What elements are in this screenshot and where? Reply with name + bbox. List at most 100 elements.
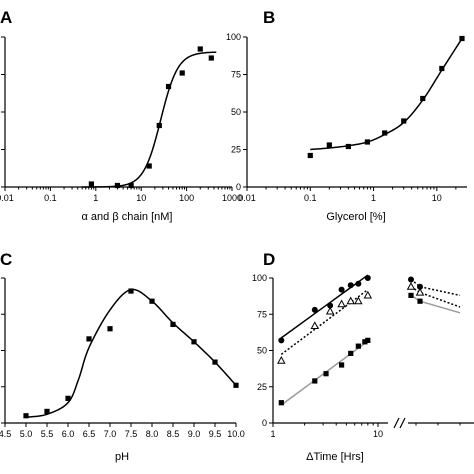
x-tick-label: 1: [270, 429, 275, 439]
data-point-circle: [355, 280, 362, 287]
data-point: [86, 336, 92, 342]
series-line-circle: [280, 274, 369, 339]
data-point-circle: [408, 276, 414, 283]
x-tick-label: 10: [432, 193, 442, 203]
panel-d: D 0 25 50 75 100 1 10 ΔTime [Hrs]: [252, 250, 474, 463]
data-point: [179, 70, 185, 76]
data-point-circle: [311, 306, 318, 313]
data-point-triangle-open: [354, 296, 363, 305]
fit-curve: [82, 51, 217, 188]
data-point-square: [278, 400, 284, 406]
x-tick-label: 9.5: [209, 429, 222, 439]
x-tick-label: 9.0: [188, 429, 201, 439]
y-tick-label: 0: [262, 418, 267, 428]
data-point: [401, 118, 407, 124]
fit-curve: [25, 288, 237, 418]
y-tick-label: 25: [257, 382, 267, 392]
data-point: [439, 65, 445, 72]
data-point: [382, 130, 388, 136]
data-point-circle: [347, 282, 354, 289]
panel-letter-a: A: [0, 8, 12, 27]
x-tick-label: 4.5: [0, 429, 11, 439]
y-tick-label: 50: [231, 107, 241, 117]
x-tick-label: 1000: [222, 193, 242, 203]
x-tick-label: 0.1: [304, 193, 317, 203]
data-point: [197, 46, 203, 52]
data-point: [307, 152, 313, 159]
x-tick-label: 7.0: [104, 429, 117, 439]
y-tick-label: 50: [257, 346, 267, 356]
data-point: [128, 288, 134, 294]
data-point-square: [323, 371, 329, 377]
x-tick-label: 10: [136, 193, 146, 203]
data-point-square: [408, 292, 414, 298]
data-point: [146, 163, 152, 169]
x-tick-label: 5.5: [41, 429, 54, 439]
x-axis-label: ΔTime [Hrs]: [306, 451, 364, 463]
data-point: [233, 382, 239, 388]
data-point-square: [365, 337, 371, 343]
data-point-square: [355, 343, 361, 349]
x-tick-label: 6.0: [62, 429, 75, 439]
data-point: [212, 359, 218, 365]
panel-letter-d: D: [263, 250, 275, 269]
data-point: [459, 35, 465, 42]
data-point: [23, 413, 29, 419]
x-tick-label: 5.0: [20, 429, 33, 439]
data-point-square: [338, 362, 345, 368]
y-tick-label: 0: [236, 182, 241, 192]
x-tick-label: 0.1: [44, 193, 57, 203]
data-point-triangle-open: [310, 321, 320, 329]
data-point: [208, 55, 214, 61]
y-tick-label: 100: [252, 273, 267, 283]
x-axis-label: α and β chain [nM]: [82, 211, 173, 223]
data-point: [128, 182, 134, 189]
data-point: [420, 95, 426, 102]
data-point: [156, 122, 162, 129]
data-point-triangle-open: [277, 356, 286, 364]
data-point: [107, 326, 113, 332]
series-line-right-triangle-open: [410, 286, 461, 308]
x-tick-label: 7.5: [125, 429, 138, 439]
data-point-square: [348, 350, 354, 356]
data-point: [65, 395, 71, 401]
x-tick-label: 10: [373, 429, 383, 439]
panel-letter-b: B: [263, 8, 275, 27]
data-point-triangle-open: [346, 296, 355, 305]
data-point-circle: [364, 275, 371, 281]
y-tick-label: 75: [231, 70, 241, 80]
data-point-triangle-open: [325, 306, 335, 315]
panel-letter-c: C: [0, 250, 12, 269]
panel-c: C 4.5 5.0 5.5 6.0 6.5 7.0 7.5 8.0 8.5 9.0 9.5 10.0 pH: [0, 250, 245, 463]
data-point-circle: [338, 286, 345, 293]
panel-b: B 0 25 50 75 100 0.01 0.1 1 10 Glycerol [%]: [226, 8, 467, 223]
x-axis-label: pH: [115, 451, 129, 463]
data-point-circle: [278, 337, 285, 344]
data-point: [345, 143, 351, 150]
data-point: [165, 83, 172, 90]
data-point: [44, 408, 50, 414]
data-point-triangle-open: [415, 287, 425, 296]
x-tick-label: 8.5: [167, 429, 180, 439]
x-tick-label: 100: [179, 193, 194, 203]
x-tick-label: 10.0: [227, 429, 245, 439]
x-tick-label: 0.01: [0, 193, 14, 203]
x-tick-label: 6.5: [83, 429, 96, 439]
axis-break-mark: [393, 417, 400, 429]
y-tick-label: 75: [257, 309, 267, 319]
x-tick-label: 1: [371, 193, 376, 203]
data-point-square: [417, 298, 423, 304]
series-line-triangle-open: [280, 289, 369, 355]
axis-break-mark: [399, 417, 406, 429]
data-point-circle: [327, 302, 334, 309]
data-point: [88, 181, 95, 187]
data-point-circle: [417, 283, 423, 290]
data-point: [114, 182, 121, 189]
data-point-triangle-open: [363, 290, 373, 299]
x-tick-label: 8.0: [146, 429, 159, 439]
data-point: [326, 142, 332, 148]
data-point: [191, 339, 197, 345]
data-point: [170, 321, 176, 327]
x-tick-label: 0.01: [238, 193, 256, 203]
